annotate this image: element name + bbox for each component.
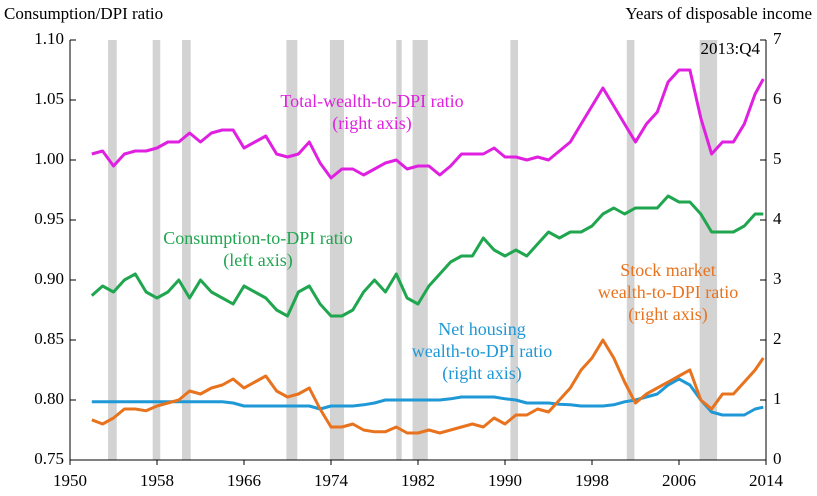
series-label: (right axis) [628,304,707,325]
series-line [91,338,765,435]
annotation: 2013:Q4 [701,39,761,58]
y2-axis-label: Years of disposable income [625,4,812,23]
recession-band [626,40,635,460]
series-label: wealth-to-DPI ratio [412,341,552,361]
y-tick-label: 0.85 [34,329,64,348]
y-tick-label: 1.05 [34,89,64,108]
x-tick-label: 2006 [662,471,696,490]
y-tick-label: 0.75 [34,449,64,468]
y-tick-label: 0.80 [34,389,64,408]
x-tick-label: 1990 [488,471,522,490]
recession-band [152,40,161,460]
y-tick-label: 1.00 [34,149,64,168]
recession-band [182,40,191,460]
recession-band [396,40,402,460]
y2-tick-label: 1 [773,389,782,408]
y2-tick-label: 6 [773,89,782,108]
x-tick-label: 2014 [749,471,784,490]
x-tick-label: 1966 [227,471,261,490]
recession-band [108,40,117,460]
series-line [91,377,764,417]
recession-band [412,40,428,460]
series-label: Total-wealth-to-DPI ratio [280,91,463,111]
series-label: Consumption-to-DPI ratio [163,228,353,248]
y-axis-label: Consumption/DPI ratio [4,4,163,23]
x-tick-label: 1998 [575,471,609,490]
x-tick-label: 1958 [140,471,174,490]
series-label: Stock market [620,260,715,280]
series-label: wealth-to-DPI ratio [598,282,738,302]
series-line [91,68,765,180]
recession-band [329,40,345,460]
series-label: (left axis) [223,250,292,271]
recession-band [699,40,718,460]
y-tick-label: 0.90 [34,269,64,288]
x-tick-label: 1974 [314,471,349,490]
y2-tick-label: 3 [773,269,782,288]
series-label: Net housing [438,319,526,339]
series-label: (right axis) [332,113,411,134]
y2-tick-label: 7 [773,29,782,48]
x-tick-label: 1982 [401,471,435,490]
series-label: (right axis) [442,363,521,384]
y-tick-label: 1.10 [34,29,64,48]
y2-tick-label: 2 [773,329,782,348]
y2-tick-label: 0 [773,449,782,468]
series-line [90,194,764,318]
y2-tick-label: 5 [773,149,782,168]
x-tick-label: 1950 [53,471,87,490]
y2-tick-label: 4 [773,209,782,228]
y-tick-label: 0.95 [34,209,64,228]
recession-band [286,40,298,460]
